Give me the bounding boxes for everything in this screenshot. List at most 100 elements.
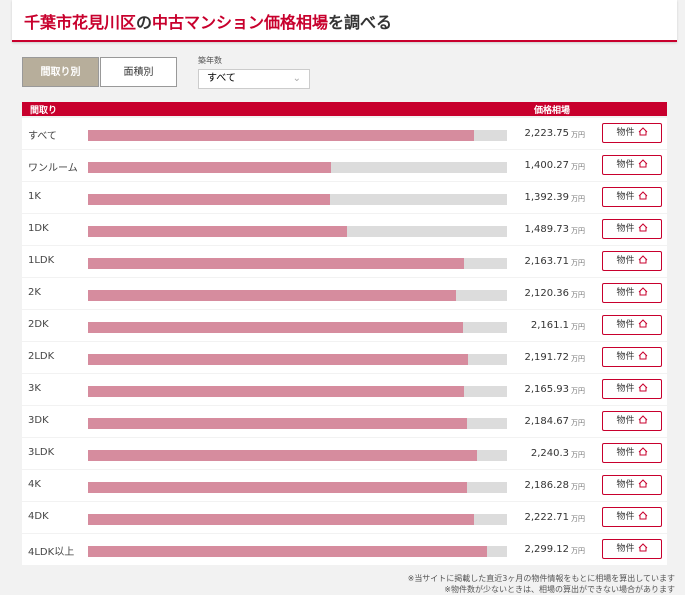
bar-track (88, 418, 507, 429)
tab[interactable]: 間取り別 (22, 57, 99, 87)
bar (88, 482, 468, 493)
select-value: すべて (207, 73, 236, 84)
layout-label: 2DK (28, 319, 49, 330)
property-button[interactable]: 物件 (602, 443, 662, 463)
button-label: 物件 (616, 256, 635, 266)
unit-label: 万円 (571, 163, 585, 171)
button-label: 物件 (616, 224, 635, 234)
value-label: 2,120.36 (524, 288, 569, 299)
home-icon (635, 447, 648, 458)
property-button[interactable]: 物件 (602, 475, 662, 495)
title-part: を調べる (328, 13, 393, 32)
value-label: 2,161.1 (530, 320, 569, 331)
bar (88, 546, 488, 557)
home-icon (635, 287, 648, 298)
layout-label: 3K (28, 383, 41, 394)
unit-label: 万円 (571, 259, 585, 267)
title-part: 千葉市花見川区 (24, 13, 137, 32)
property-button[interactable]: 物件 (602, 187, 662, 207)
title-part: 中古マンション価格相場 (152, 13, 329, 32)
value-label: 2,223.75 (524, 128, 569, 139)
property-button[interactable]: 物件 (602, 507, 662, 527)
property-button[interactable]: 物件 (602, 155, 662, 175)
button-label: 物件 (616, 320, 635, 330)
table-row: 1LDK 2,163.71 万円 物件 (22, 246, 667, 277)
home-icon (635, 351, 648, 362)
home-icon (635, 383, 648, 394)
table-row: 2K 2,120.36 万円 物件 (22, 278, 667, 309)
layout-label: 4K (28, 479, 41, 490)
layout-label: 2K (28, 287, 41, 298)
button-label: 物件 (616, 192, 635, 202)
column-header: 間取り (30, 106, 58, 116)
bar (88, 354, 469, 365)
bar-track (88, 482, 507, 493)
unit-label: 万円 (571, 547, 585, 555)
property-button[interactable]: 物件 (602, 315, 662, 335)
value-label: 1,489.73 (524, 224, 569, 235)
layout-label: 1K (28, 191, 41, 202)
value-label: 2,163.71 (524, 256, 569, 267)
unit-label: 万円 (571, 483, 585, 491)
bar-track (88, 354, 507, 365)
bar-track (88, 162, 507, 173)
table-row: 3LDK 2,240.3 万円 物件 (22, 438, 667, 469)
layout-label: 3LDK (28, 447, 55, 458)
home-icon (635, 127, 648, 138)
value-label: 2,222.71 (524, 512, 569, 523)
bar-track (88, 130, 507, 141)
title-part: の (136, 13, 153, 32)
property-button[interactable]: 物件 (602, 347, 662, 367)
bar (88, 290, 457, 301)
property-button[interactable]: 物件 (602, 283, 662, 303)
value-label: 1,400.27 (524, 160, 569, 171)
button-label: 物件 (616, 416, 635, 426)
value-label: 2,186.28 (524, 480, 569, 491)
value-label: 2,299.12 (524, 544, 569, 555)
bar-track (88, 194, 507, 205)
filter-label: 築年数 (198, 56, 222, 65)
property-button[interactable]: 物件 (602, 379, 662, 399)
table-row: ワンルーム 1,400.27 万円 物件 (22, 150, 667, 181)
tab[interactable]: 面積別 (100, 57, 177, 87)
home-icon (635, 223, 648, 234)
layout-label: 2LDK (28, 351, 55, 362)
bar (88, 194, 330, 205)
table-header: 間取り 価格相場 (22, 102, 667, 116)
footnote: ※当サイトに掲載した直近3ヶ月の物件情報をもとに相場を算出しています (407, 574, 675, 583)
unit-label: 万円 (571, 227, 585, 235)
home-icon (635, 159, 648, 170)
bar (88, 258, 464, 269)
property-button[interactable]: 物件 (602, 219, 662, 239)
table-row: 1K 1,392.39 万円 物件 (22, 182, 667, 213)
button-label: 物件 (616, 288, 635, 298)
title: 千葉市花見川区の中古マンション価格相場を調べる (24, 9, 392, 33)
title-card: 千葉市花見川区の中古マンション価格相場を調べる (12, 0, 677, 42)
property-button[interactable]: 物件 (602, 251, 662, 271)
layout-label: 1DK (28, 223, 49, 234)
unit-label: 万円 (571, 355, 585, 363)
bar-track (88, 514, 507, 525)
button-label: 物件 (616, 384, 635, 394)
bar (88, 162, 332, 173)
home-icon (635, 511, 648, 522)
bar-track (88, 450, 507, 461)
unit-label: 万円 (571, 451, 585, 459)
bar (88, 418, 468, 429)
footnote: ※物件数が少ないときは、相場の算出ができない場合があります (444, 585, 675, 594)
bar-track (88, 226, 507, 237)
button-label: 物件 (616, 512, 635, 522)
unit-label: 万円 (571, 195, 585, 203)
bar-track (88, 322, 507, 333)
unit-label: 万円 (571, 323, 585, 331)
table-row: 4K 2,186.28 万円 物件 (22, 470, 667, 501)
table-row: 2DK 2,161.1 万円 物件 (22, 310, 667, 341)
button-label: 物件 (616, 160, 635, 170)
bar (88, 450, 477, 461)
property-button[interactable]: 物件 (602, 123, 662, 143)
property-button[interactable]: 物件 (602, 539, 662, 559)
property-button[interactable]: 物件 (602, 411, 662, 431)
unit-label: 万円 (571, 515, 585, 523)
select[interactable]: すべて ⌄ (198, 69, 310, 89)
